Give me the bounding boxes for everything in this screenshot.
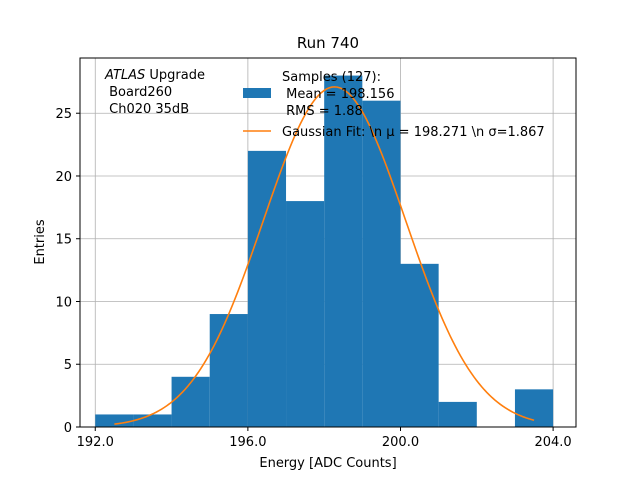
annotation-line: ATLAS Upgrade — [104, 68, 205, 83]
y-tick-label: 5 — [64, 358, 72, 373]
y-tick-label: 10 — [55, 295, 72, 310]
histogram-bar — [514, 389, 554, 427]
legend-label-samples: Mean = 198.156 — [282, 87, 394, 102]
histogram-bar — [247, 150, 287, 427]
histogram-bar — [286, 201, 325, 427]
legend-label-samples: RMS = 1.88 — [282, 104, 363, 119]
histogram-bar — [362, 100, 401, 428]
annotation-line: Board260 — [105, 85, 172, 100]
y-tick-label: 0 — [64, 421, 72, 436]
legend-label-samples: Samples (127): — [282, 70, 381, 85]
y-tick-label: 20 — [55, 170, 72, 185]
histogram-bar — [400, 263, 439, 427]
chart-title: Run 740 — [297, 34, 359, 52]
y-tick-label: 25 — [55, 107, 72, 122]
x-tick-label: 192.0 — [77, 435, 114, 450]
x-tick-label: 200.0 — [382, 435, 419, 450]
x-tick-label: 204.0 — [534, 435, 571, 450]
x-axis-label: Energy [ADC Counts] — [259, 456, 396, 471]
legend-swatch-samples — [243, 88, 271, 98]
histogram-bar — [171, 376, 210, 427]
y-tick-label: 15 — [55, 233, 72, 248]
y-axis-label: Entries — [33, 219, 48, 265]
histogram-bar — [95, 414, 134, 427]
histogram-bar — [438, 401, 477, 427]
histogram-bars — [95, 75, 554, 428]
histogram-bar — [324, 75, 363, 428]
histogram-bar — [209, 314, 248, 427]
atlas-annotation: ATLAS Upgrade Board260 Ch020 35dB — [104, 68, 205, 117]
legend-label-fit: Gaussian Fit: \n μ = 198.271 \n σ=1.867 — [282, 125, 545, 140]
y-axis-ticks: 0 5 10 15 20 25 — [55, 107, 80, 436]
x-axis-ticks: 192.0 196.0 200.0 204.0 — [77, 427, 572, 450]
histogram-bar — [133, 414, 172, 427]
annotation-line: Ch020 35dB — [105, 102, 189, 117]
gaussian-fit-line — [114, 86, 535, 425]
legend: Samples (127): Mean = 198.156 RMS = 1.88… — [243, 70, 545, 140]
x-tick-label: 196.0 — [229, 435, 266, 450]
plot-frame — [79, 57, 577, 428]
